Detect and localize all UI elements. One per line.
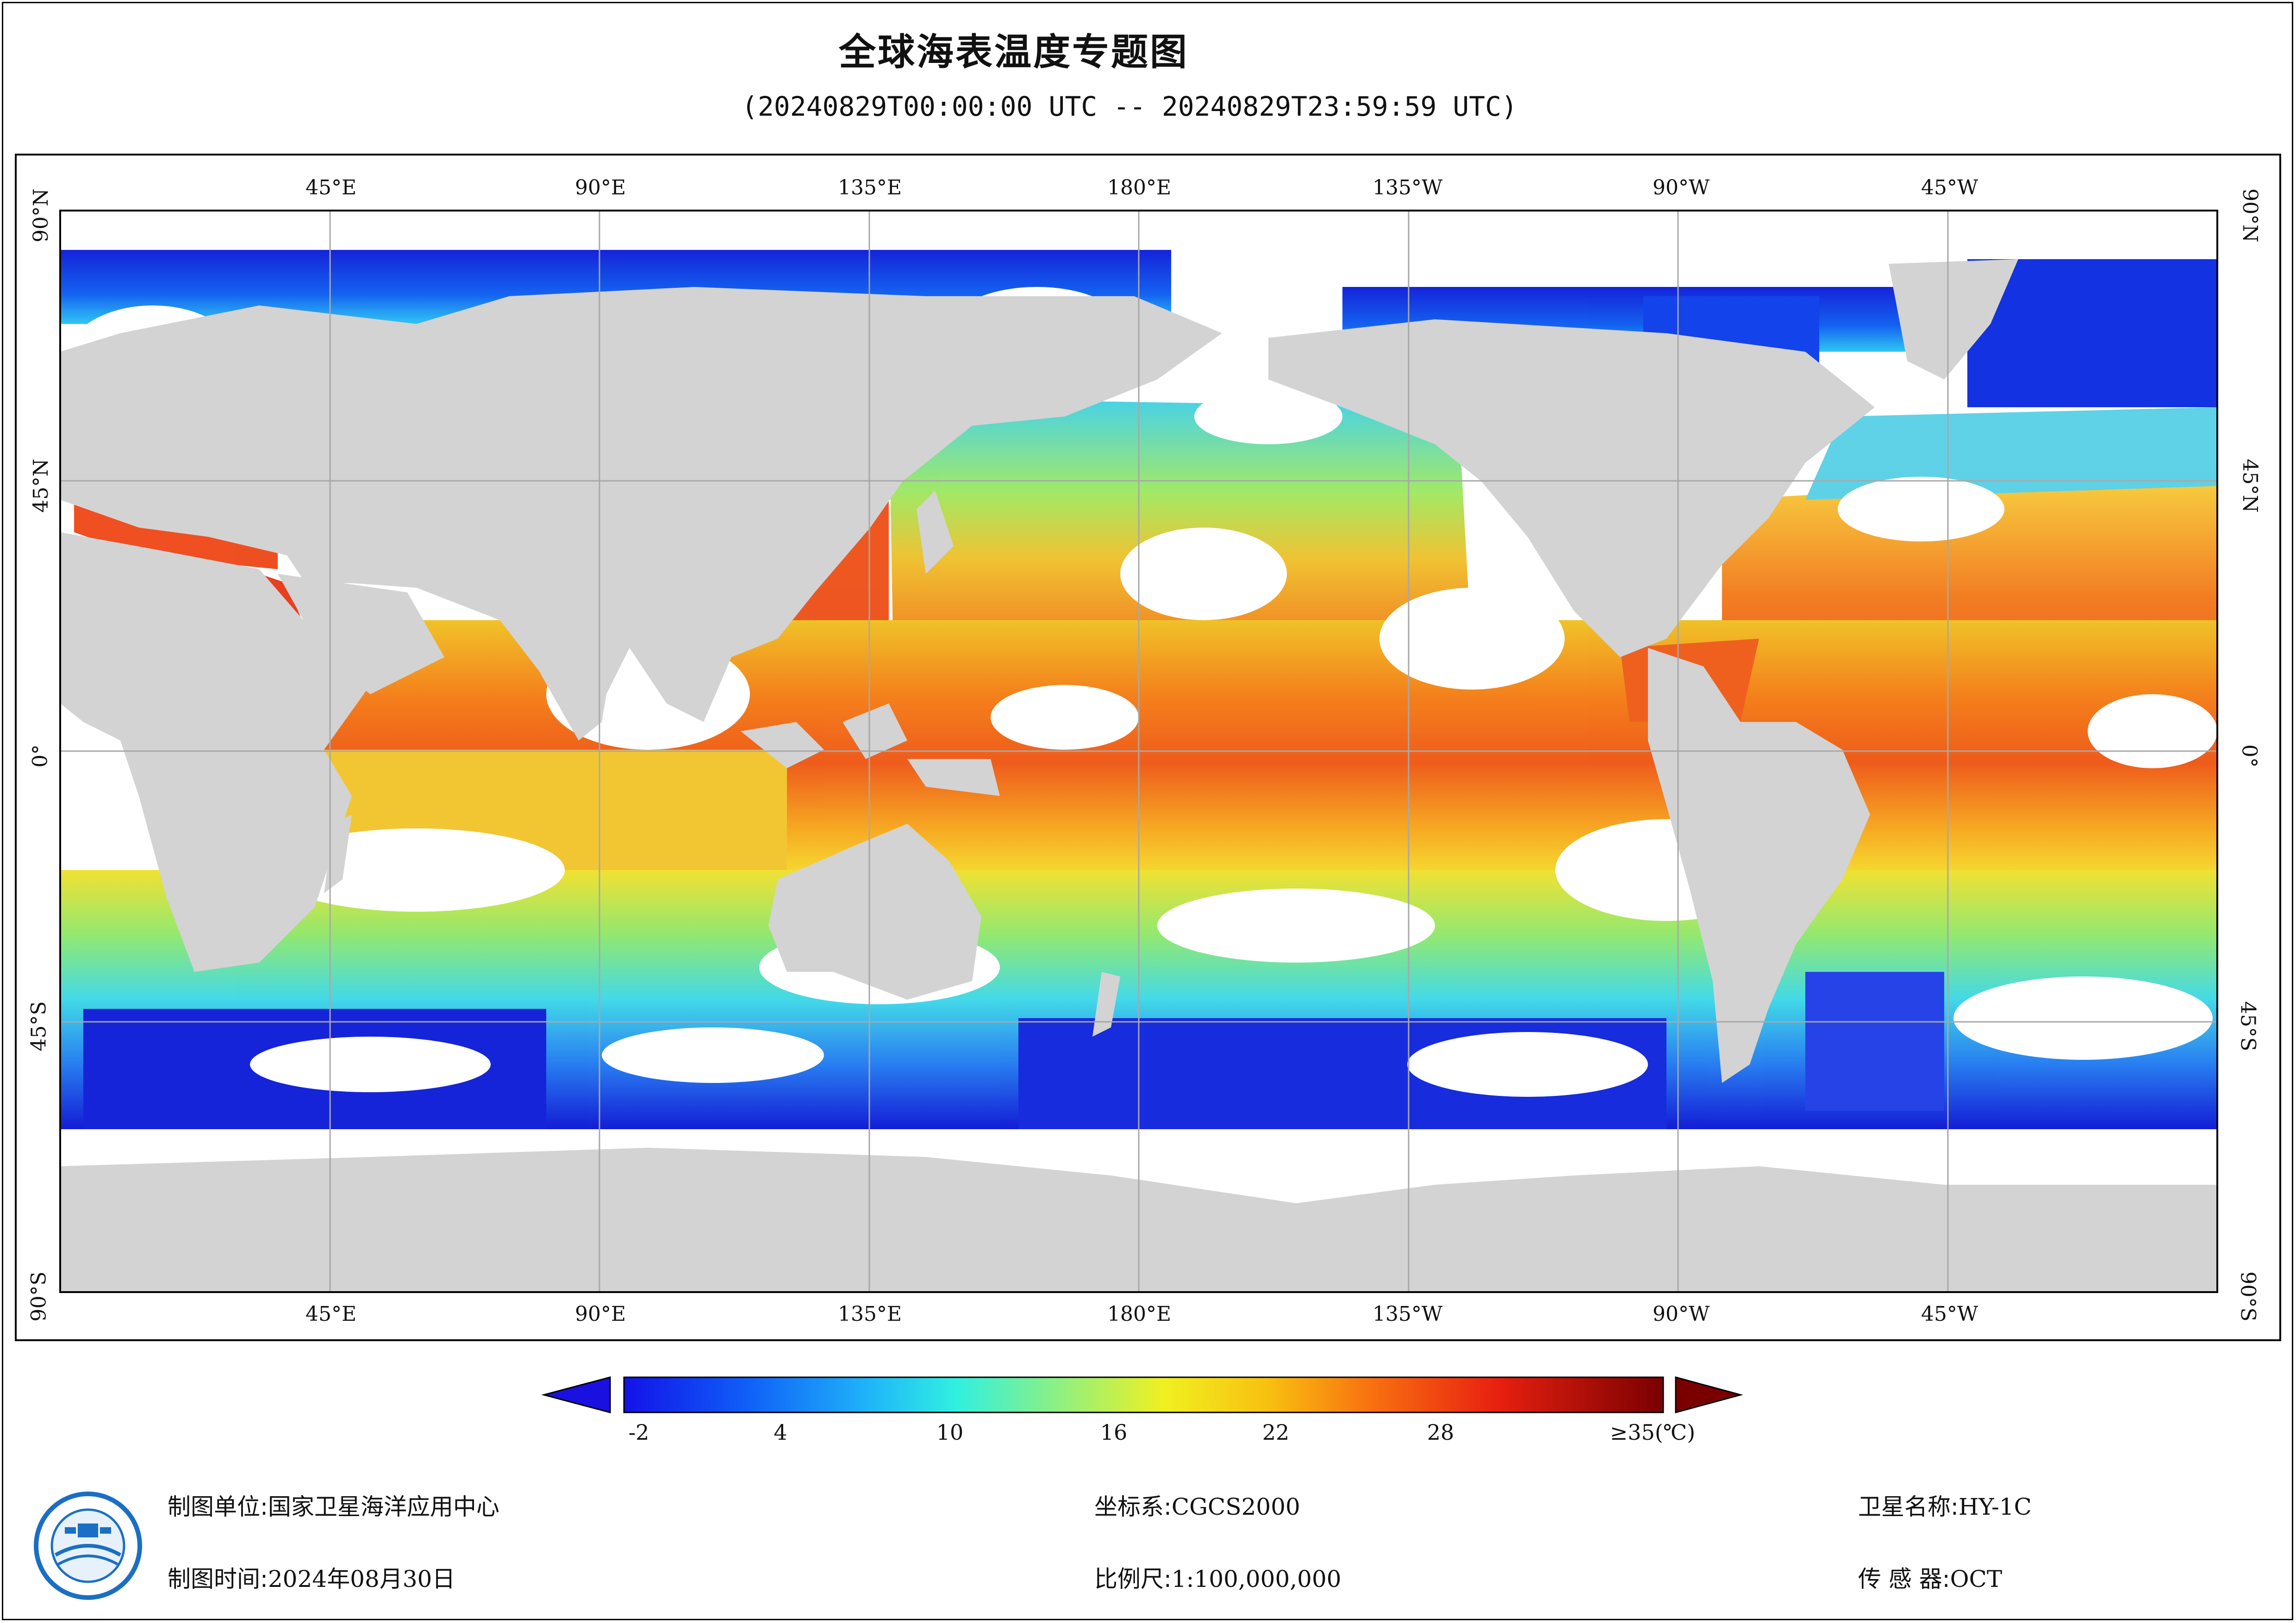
scale-value: 1:100,000,000 (1171, 1566, 1341, 1592)
colorbar-tick: 22 (1262, 1420, 1290, 1445)
lon-label-top: 135°W (1373, 176, 1443, 199)
lat-label-left: 90°N (29, 188, 53, 243)
colorbar-tick: 28 (1427, 1420, 1454, 1445)
graticule (60, 211, 2217, 1292)
date-label: 制图时间: (168, 1566, 268, 1592)
lon-label-bottom: 135°E (838, 1302, 902, 1326)
producer-label: 制图单位: (168, 1493, 268, 1520)
lat-label-left: 0° (28, 744, 52, 768)
colorbar-tick: -2 (628, 1420, 649, 1445)
lon-label-top: 45°E (306, 176, 357, 199)
lat-label-right: 90°N (2238, 188, 2262, 243)
satellite-label: 卫星名称: (1858, 1493, 1959, 1520)
lon-label-top: 90°E (575, 176, 626, 199)
colorbar-tick: 16 (1100, 1420, 1128, 1445)
producer-value: 国家卫星海洋应用中心 (268, 1493, 499, 1520)
lat-label-right: 45°N (2238, 459, 2262, 513)
lat-label-right: 45°S (2236, 1001, 2260, 1051)
lon-label-bottom: 90°W (1653, 1302, 1710, 1326)
sensor-label: 传 感 器: (1858, 1566, 1950, 1592)
producer-field: 制图单位:国家卫星海洋应用中心 (168, 1488, 499, 1522)
lat-label-left: 45°S (27, 1001, 51, 1051)
crs-value: CGCS2000 (1171, 1493, 1300, 1520)
nsoas-logo-icon (34, 1492, 142, 1600)
date-value: 2024年08月30日 (268, 1566, 455, 1592)
lat-label-left: 90°S (27, 1271, 51, 1322)
scale-field: 比例尺:1:100,000,000 (1094, 1561, 1341, 1594)
sensor-field: 传 感 器:OCT (1858, 1561, 2002, 1594)
lon-label-bottom: 45°W (1921, 1302, 1978, 1326)
lat-label-right: 0° (2237, 744, 2261, 768)
colorbar-tick: 4 (774, 1420, 787, 1445)
date-field: 制图时间:2024年08月30日 (168, 1561, 455, 1594)
lon-label-top: 45°W (1921, 176, 1978, 199)
lon-label-bottom: 135°W (1373, 1302, 1443, 1326)
satellite-value: HY-1C (1958, 1493, 2032, 1520)
crs-field: 坐标系:CGCS2000 (1094, 1488, 1300, 1522)
scale-label: 比例尺: (1094, 1566, 1172, 1592)
lat-label-right: 90°S (2236, 1271, 2260, 1322)
colorbar-tick: 10 (936, 1420, 964, 1445)
lat-label-left: 45°N (29, 459, 53, 513)
lon-label-top: 90°W (1653, 176, 1710, 199)
lon-label-bottom: 45°E (306, 1302, 357, 1326)
lon-label-bottom: 90°E (575, 1302, 626, 1326)
map-inner-border (59, 210, 2218, 1293)
crs-label: 坐标系: (1094, 1493, 1172, 1520)
colorbar-tick: ≥35(℃) (1610, 1420, 1696, 1445)
satellite-field: 卫星名称:HY-1C (1858, 1488, 2032, 1522)
lon-label-top: 180°E (1107, 176, 1172, 199)
map-subtitle: (20240829T00:00:00 UTC -- 20240829T23:59… (741, 91, 1518, 122)
sensor-value: OCT (1950, 1566, 2003, 1592)
lon-label-top: 135°E (838, 176, 902, 199)
map-title: 全球海表温度专题图 (839, 31, 1189, 74)
lon-label-bottom: 180°E (1107, 1302, 1172, 1326)
